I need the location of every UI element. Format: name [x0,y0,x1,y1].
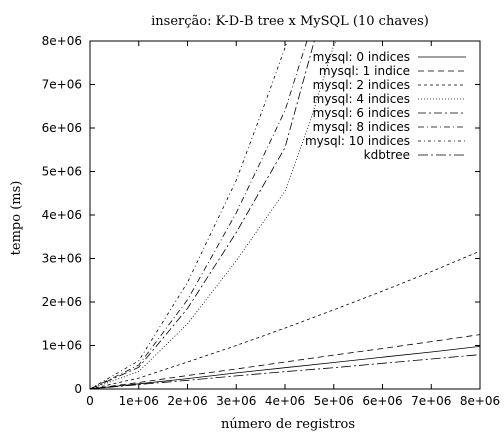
x-tick-label: 4e+06 [265,394,305,408]
x-tick-label: 5e+06 [314,394,354,408]
series-line-4 [90,41,315,389]
legend-label: mysql: 8 indices [313,120,410,134]
y-tick-label: 7e+06 [42,78,82,92]
series-layer [90,41,480,389]
series-line-3 [90,41,337,389]
series-line-2 [90,250,480,389]
y-tick-label: 3e+06 [42,252,82,266]
y-tick-label: 6e+06 [42,121,82,135]
series-line-6 [90,41,288,389]
legend-label: mysql: 0 indices [313,50,410,64]
y-tick-label: 4e+06 [42,208,82,222]
legend-label: mysql: 6 indices [313,106,410,120]
x-tick-label: 6e+06 [362,394,402,408]
legend-label: mysql: 2 indices [313,78,410,92]
y-tick-label: 0 [74,382,82,396]
x-tick-label: 7e+06 [411,394,451,408]
plot-frame [89,40,481,390]
y-axis: 0 1e+06 2e+06 3e+06 4e+06 5e+06 6e+06 7e+06 8e+0… [42,34,480,396]
x-tick-label: 2e+06 [167,394,207,408]
y-tick-label: 5e+06 [42,165,82,179]
chart-title: inserção: K-D-B tree x MySQL (10 chaves) [151,14,429,29]
x-axis-label: número de registros [221,417,355,432]
y-tick-label: 8e+06 [42,34,82,48]
legend-label: mysql: 4 indices [313,92,410,106]
series-line-5 [90,41,308,389]
x-tick-label: 1e+06 [119,394,159,408]
y-axis-label: tempo (ms) [9,181,24,256]
legend-label: mysql: 10 indices [305,134,410,148]
legend-label: kdbtree [364,148,410,162]
x-tick-label: 3e+06 [216,394,256,408]
series-line-7 [90,354,480,389]
y-tick-label: 2e+06 [42,295,82,309]
x-axis: 0 1e+06 2e+06 3e+06 4e+06 5e+06 6e+06 7e+06 8e+0… [86,41,500,408]
series-line-0 [90,346,480,389]
x-tick-label: 8e+06 [460,394,500,408]
series-line-1 [90,334,480,389]
legend-label: mysql: 1 indice [319,64,410,78]
y-tick-label: 1e+06 [42,339,82,353]
x-tick-label: 0 [86,394,94,408]
